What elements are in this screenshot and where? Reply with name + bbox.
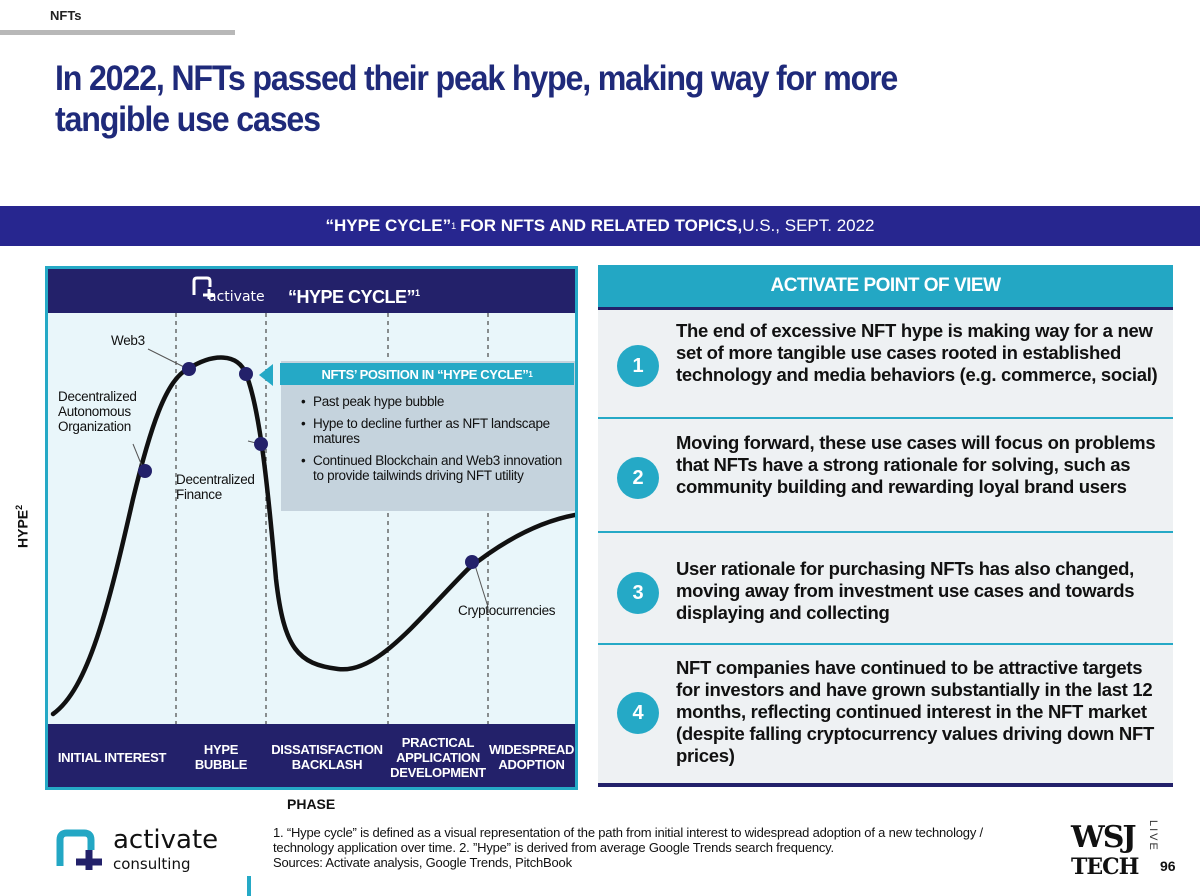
point-web3	[182, 362, 196, 376]
pov-bottom-rule	[598, 783, 1173, 787]
callout-bullet: Continued Blockchain and Web3 innovation…	[301, 453, 569, 483]
point-of-view-panel: ACTIVATE POINT OF VIEW 1 The end of exce…	[598, 265, 1173, 787]
hype-curve-line	[50, 355, 575, 717]
chart-banner: “HYPE CYCLE” 1 FOR NFTS AND RELATED TOPICS…	[0, 206, 1200, 246]
phase-practical-application: PRACTICAL APPLICATION DEVELOPMENT	[390, 734, 486, 780]
pointer-line-web3	[147, 348, 187, 369]
pov-divider	[598, 643, 1173, 645]
pointer-line-crypto	[473, 561, 489, 608]
hype-cycle-chart: activate “HYPE CYCLE”1 Web3 Decentralize…	[45, 266, 578, 790]
label-dao: Decentralized Autonomous Organization	[58, 389, 137, 434]
brand-name: activate	[113, 825, 219, 855]
y-axis-label-sup: 2	[14, 504, 24, 510]
chart-title: “HYPE CYCLE”1	[288, 287, 420, 308]
section-rule	[0, 30, 235, 35]
y-axis-label: HYPE2	[14, 505, 31, 548]
section-tag: NFTs	[50, 8, 82, 23]
pov-item-1: 1 The end of excessive NFT hype is makin…	[598, 310, 1173, 417]
label-defi: Decentralized Finance	[176, 472, 255, 502]
pov-text-2: Moving forward, these use cases will foc…	[676, 432, 1156, 497]
callout-title: NFTS’ POSITION IN “HYPE CYCLE” 1	[280, 363, 574, 385]
pov-item-2: 2 Moving forward, these use cases will f…	[598, 419, 1173, 531]
banner-title-suffix: U.S., SEPT. 2022	[742, 216, 875, 235]
phase-widespread-adoption: WIDESPREAD ADOPTION	[488, 742, 575, 772]
wsj-logo-live: LIVE	[1147, 820, 1159, 852]
pov-text-4: NFT companies have continued to be attra…	[676, 657, 1154, 766]
callout-title-sup: 1	[528, 369, 533, 379]
activate-brand-logo-icon	[56, 829, 102, 870]
point-cryptocurrencies	[465, 555, 479, 569]
page-title: In 2022, NFTs passed their peak hype, ma…	[55, 59, 898, 139]
footnote-sources: Sources: Activate analysis, Google Trend…	[273, 855, 572, 870]
label-web3: Web3	[111, 333, 145, 348]
pov-item-3: 3 User rationale for purchasing NFTs has…	[598, 533, 1173, 643]
x-axis-label: PHASE	[287, 796, 336, 812]
chart-header: activate “HYPE CYCLE”1	[48, 269, 575, 313]
pov-divider	[598, 531, 1173, 533]
banner-title-rest: FOR NFTS AND RELATED TOPICS,	[460, 216, 743, 235]
pov-number-3: 3	[617, 572, 659, 614]
phase-hype-bubble: HYPE BUBBLE	[194, 742, 248, 772]
pov-number-2: 2	[617, 457, 659, 499]
chart-title-text: “HYPE CYCLE”	[288, 287, 416, 307]
pov-text-1: The end of excessive NFT hype is making …	[676, 320, 1158, 385]
point-dao	[138, 464, 152, 478]
chart-title-sup: 1	[415, 288, 420, 298]
pov-number-1: 1	[617, 345, 659, 387]
phase-initial-interest: INITIAL INTEREST	[57, 749, 167, 765]
hype-curve-svg	[50, 313, 575, 724]
footnote-definitions: 1. “Hype cycle” is defined as a visual r…	[273, 825, 983, 855]
callout-bullet: Past peak hype bubble	[301, 394, 569, 409]
pov-title-underline	[598, 307, 1173, 310]
activate-logo-icon	[192, 276, 215, 299]
wsj-logo-tech: TECH	[1071, 854, 1139, 880]
callout-bullet: Hype to decline further as NFT landscape…	[301, 416, 569, 446]
phase-bar: INITIAL INTEREST HYPE BUBBLE DISSATISFAC…	[48, 724, 575, 787]
chart-logo-text: activate	[208, 289, 265, 305]
point-defi	[254, 437, 268, 451]
banner-title: “HYPE CYCLE”	[325, 216, 452, 235]
footer-accent-bar	[247, 876, 251, 896]
pov-number-4: 4	[617, 692, 659, 734]
callout-arrow	[259, 364, 273, 386]
y-axis-label-text: HYPE	[14, 509, 31, 548]
wsj-logo-top: WSJ	[1071, 820, 1137, 855]
point-nfts	[239, 367, 253, 381]
pov-item-4: 4 NFT companies have continued to be att…	[598, 645, 1173, 783]
brand-subtitle: consulting	[113, 855, 191, 873]
nft-callout: Past peak hype bubble Hype to decline fu…	[281, 361, 575, 511]
pov-title: ACTIVATE POINT OF VIEW	[598, 265, 1173, 307]
page-number: 96	[1160, 858, 1176, 874]
label-cryptocurrencies: Cryptocurrencies	[458, 603, 556, 618]
pov-text-3: User rationale for purchasing NFTs has a…	[676, 558, 1135, 623]
phase-dissatisfaction-backlash: DISSATISFACTION BACKLASH	[271, 742, 383, 772]
pov-divider	[598, 417, 1173, 419]
footnotes: 1. “Hype cycle” is defined as a visual r…	[273, 825, 1033, 870]
callout-bullets: Past peak hype bubble Hype to decline fu…	[301, 394, 569, 490]
callout-title-text: NFTS’ POSITION IN “HYPE CYCLE”	[321, 366, 529, 382]
banner-title-sup: 1	[451, 221, 457, 231]
